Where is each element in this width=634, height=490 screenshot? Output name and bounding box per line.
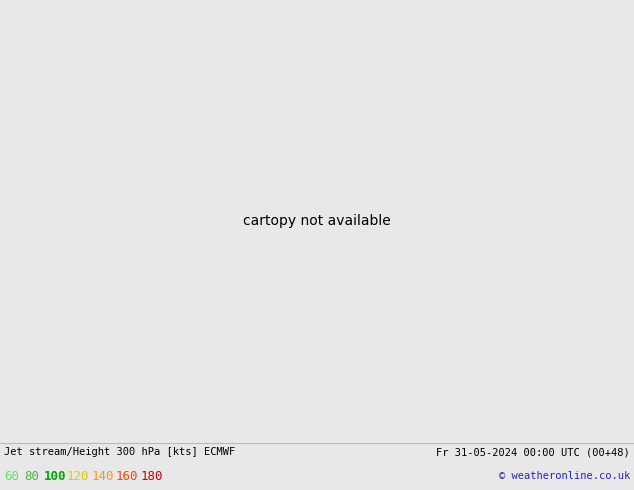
Text: Jet stream/Height 300 hPa [kts] ECMWF: Jet stream/Height 300 hPa [kts] ECMWF xyxy=(4,447,235,457)
Text: 80: 80 xyxy=(24,469,39,483)
Text: cartopy not available: cartopy not available xyxy=(243,214,391,227)
Text: Fr 31-05-2024 00:00 UTC (00+48): Fr 31-05-2024 00:00 UTC (00+48) xyxy=(436,447,630,457)
Text: 160: 160 xyxy=(116,469,138,483)
Text: 180: 180 xyxy=(141,469,164,483)
Text: 60: 60 xyxy=(4,469,19,483)
Text: 140: 140 xyxy=(92,469,115,483)
Text: 100: 100 xyxy=(44,469,67,483)
Text: © weatheronline.co.uk: © weatheronline.co.uk xyxy=(499,471,630,481)
Text: 120: 120 xyxy=(67,469,89,483)
